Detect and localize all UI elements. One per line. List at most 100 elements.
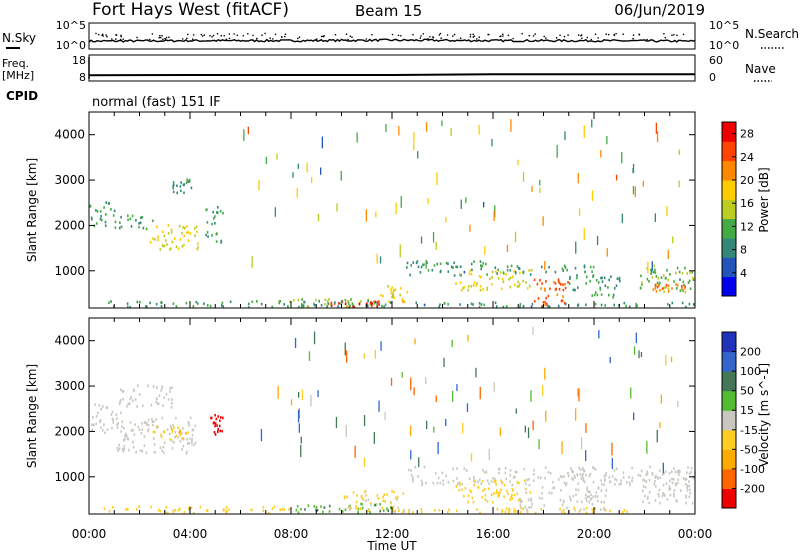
heatmap-cell <box>467 285 470 288</box>
heatmap-cell <box>159 509 162 513</box>
heatmap-cell <box>384 500 386 503</box>
heatmap-cell <box>544 287 546 291</box>
heatmap-cell <box>174 430 177 434</box>
heatmap-cell <box>675 483 677 487</box>
heatmap-cell <box>648 280 650 283</box>
heatmap-cell <box>549 472 552 475</box>
heatmap-cell <box>346 300 349 303</box>
heatmap-cell <box>150 505 152 509</box>
heatmap-cell <box>605 489 608 492</box>
heatmap-cell <box>122 447 124 451</box>
nave-right-label: Nave <box>745 62 776 76</box>
heatmap-cell <box>171 240 174 244</box>
power-y-axis-label: Slant Range [km] <box>25 158 39 262</box>
cpid-label: CPID <box>6 89 38 103</box>
heatmap-cell <box>479 288 482 292</box>
heatmap-cell <box>192 428 195 432</box>
heatmap-streak <box>488 448 490 461</box>
heatmap-cell <box>167 398 170 401</box>
heatmap-cell <box>328 510 331 513</box>
heatmap-cell <box>193 443 195 447</box>
heatmap-cell <box>647 495 649 499</box>
heatmap-cell <box>115 413 118 416</box>
heatmap-cell <box>130 395 132 399</box>
heatmap-cell <box>392 294 394 298</box>
heatmap-cell <box>378 303 380 306</box>
heatmap-cell <box>194 234 196 237</box>
heatmap-cell <box>214 422 217 425</box>
heatmap-cell <box>152 423 154 427</box>
heatmap-cell <box>519 497 521 501</box>
noise-search-point <box>345 33 348 35</box>
heatmap-cell <box>140 216 142 220</box>
heatmap-cell <box>559 498 562 502</box>
heatmap-streak <box>577 172 579 184</box>
heatmap-cell <box>486 273 488 276</box>
heatmap-cell <box>494 477 496 481</box>
heatmap-cell <box>451 265 453 269</box>
heatmap-cell <box>130 429 133 432</box>
heatmap-cell <box>616 277 619 281</box>
heatmap-cell <box>135 451 137 454</box>
heatmap-cell <box>557 278 560 281</box>
heatmap-cell <box>461 488 463 492</box>
heatmap-cell <box>563 301 566 305</box>
heatmap-cell <box>645 473 648 476</box>
heatmap-cell <box>186 450 188 454</box>
heatmap-cell <box>262 505 265 509</box>
heatmap-cell <box>422 263 424 267</box>
heatmap-cell <box>452 467 454 471</box>
heatmap-cell <box>518 267 521 270</box>
heatmap-cell <box>673 492 675 496</box>
noise-search-point <box>351 36 353 38</box>
heatmap-cell <box>676 287 678 290</box>
heatmap-cell <box>122 439 125 442</box>
heatmap-cell <box>639 474 642 477</box>
heatmap-cell <box>485 470 488 474</box>
heatmap-cell <box>468 272 471 276</box>
heatmap-cell <box>370 503 372 507</box>
noise-left-tick-top: 10^5 <box>56 19 86 32</box>
heatmap-cell <box>219 429 221 433</box>
heatmap-cell <box>593 293 596 297</box>
heatmap-cell <box>657 492 660 496</box>
heatmap-cell <box>631 476 634 480</box>
heatmap-cell <box>648 501 650 505</box>
heatmap-cell <box>447 270 450 273</box>
heatmap-cell <box>165 392 168 396</box>
heatmap-streak <box>298 408 300 419</box>
heatmap-cell <box>129 217 132 221</box>
colorbar-tick-label: 200 <box>740 346 761 359</box>
heatmap-cell <box>162 445 165 449</box>
heatmap-streak <box>666 206 668 217</box>
heatmap-streak <box>493 210 495 222</box>
heatmap-cell <box>421 482 424 485</box>
heatmap-cell <box>175 305 178 308</box>
colorbar-tick-label: 15 <box>740 404 754 417</box>
heatmap-cell <box>283 303 285 306</box>
heatmap-cell <box>671 481 674 485</box>
heatmap-cell <box>527 498 530 502</box>
heatmap-cell <box>419 271 422 274</box>
heatmap-streak <box>399 244 401 258</box>
heatmap-cell <box>684 290 687 294</box>
heatmap-streak <box>417 151 419 159</box>
x-tick-label: 12:00 <box>375 527 410 541</box>
nave-right-tick-top: 60 <box>709 54 723 67</box>
heatmap-cell <box>664 494 666 497</box>
heatmap-cell <box>172 187 174 190</box>
heatmap-cell <box>665 285 667 289</box>
heatmap-cell <box>494 479 497 483</box>
heatmap-cell <box>596 495 599 498</box>
heatmap-streak <box>308 351 311 361</box>
heatmap-cell <box>511 483 514 487</box>
heatmap-cell <box>97 411 99 415</box>
heatmap-cell <box>129 397 131 401</box>
heatmap-cell <box>434 472 437 475</box>
noise-left-label: N.Sky <box>2 31 36 45</box>
heatmap-cell <box>484 498 487 501</box>
heatmap-cell <box>384 303 387 307</box>
heatmap-cell <box>123 426 125 430</box>
heatmap-cell <box>271 507 274 510</box>
heatmap-cell <box>591 503 594 506</box>
